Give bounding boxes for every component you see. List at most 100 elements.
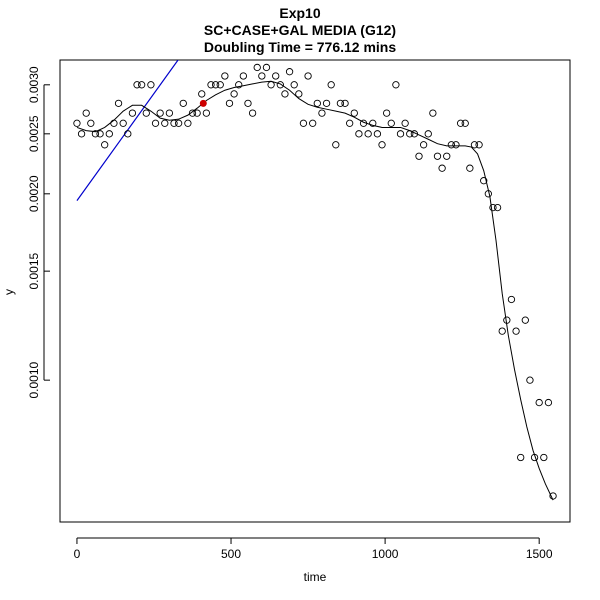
data-point [507,295,516,304]
data-point [526,376,534,384]
data-point [77,130,86,138]
data-point [133,81,141,89]
data-point [359,119,368,127]
data-point [179,99,187,108]
y-tick-label: 0.0010 [27,361,41,398]
data-point [346,119,354,127]
data-point [128,109,137,117]
data-point [373,130,382,138]
data-point [493,203,502,212]
data-point [216,81,224,89]
chart-title: Exp10 [279,5,320,21]
data-point [512,327,520,335]
data-point [295,90,303,98]
data-point [73,119,81,127]
data-point [530,453,539,462]
data-point [156,109,164,117]
data-point [415,152,423,160]
data-point [535,398,543,407]
data-point [151,119,160,127]
data-point [147,81,155,89]
data-point [424,130,432,138]
smooth-curve [76,80,554,501]
data-point [540,453,548,462]
data-point [517,453,525,462]
fit-line [76,60,179,201]
data-point [138,81,146,89]
data-point [350,109,358,117]
data-point [387,119,395,127]
data-point [364,130,372,138]
data-point [309,119,317,127]
data-point [184,119,192,127]
data-point [258,72,266,80]
data-point [248,109,257,117]
y-axis: 0.0010 0.0015 0.0020 0.0025 0.0030 [27,66,50,399]
plot-frame [59,59,571,523]
data-point [235,81,243,89]
data-point [105,130,113,138]
data-point [239,72,248,80]
data-point [165,109,174,117]
data-point [119,119,127,127]
data-point [544,398,553,407]
data-point [313,99,321,108]
data-point [410,130,419,138]
data-point [290,81,298,89]
data-point [304,72,312,80]
data-point [285,68,294,76]
y-axis-label: y [2,289,16,295]
data-point [396,130,405,138]
y-tick-label: 0.0020 [27,175,41,212]
chart-subtitle: SC+CASE+GAL MEDIA (G12) [204,22,396,38]
data-point [244,99,252,108]
data-point [161,119,169,127]
data-point [327,81,335,89]
data-point [480,177,488,185]
x-tick-label: 500 [221,547,241,561]
data-point [281,90,289,98]
data-point [355,130,363,138]
data-point [470,141,479,149]
y-tick-label: 0.0030 [27,66,41,103]
data-point [498,327,506,335]
data-point [272,72,280,80]
data-point [230,90,238,98]
data-point [341,99,349,108]
data-point [369,119,377,127]
chart-doubling-time: Doubling Time = 776.12 mins [204,39,397,55]
data-point [124,130,132,138]
x-tick-label: 0 [74,547,81,561]
plot-layer [73,60,557,501]
data-point [142,109,150,117]
data-point [466,164,474,172]
data-point [419,141,428,149]
y-tick-label: 0.0025 [27,115,41,152]
data-point [401,119,409,127]
data-point [438,164,446,172]
data-point [253,63,261,72]
data-point [170,119,178,127]
data-point [318,109,326,117]
data-point [193,109,201,117]
data-point [433,152,442,160]
data-point [207,81,215,89]
data-point [276,81,284,89]
data-point [443,152,451,160]
data-point [198,90,206,98]
data-point [549,492,557,500]
data-point [392,81,400,89]
data-point [211,81,220,89]
x-axis: 0 500 1000 1500 [74,537,553,561]
data-point [429,109,437,117]
data-point [521,316,529,324]
data-point [96,130,104,138]
x-axis-label: time [304,570,327,584]
data-point [101,141,109,149]
data-point [489,203,497,212]
y-tick-label: 0.0015 [27,252,41,289]
data-point [484,190,492,198]
data-point [299,119,308,127]
